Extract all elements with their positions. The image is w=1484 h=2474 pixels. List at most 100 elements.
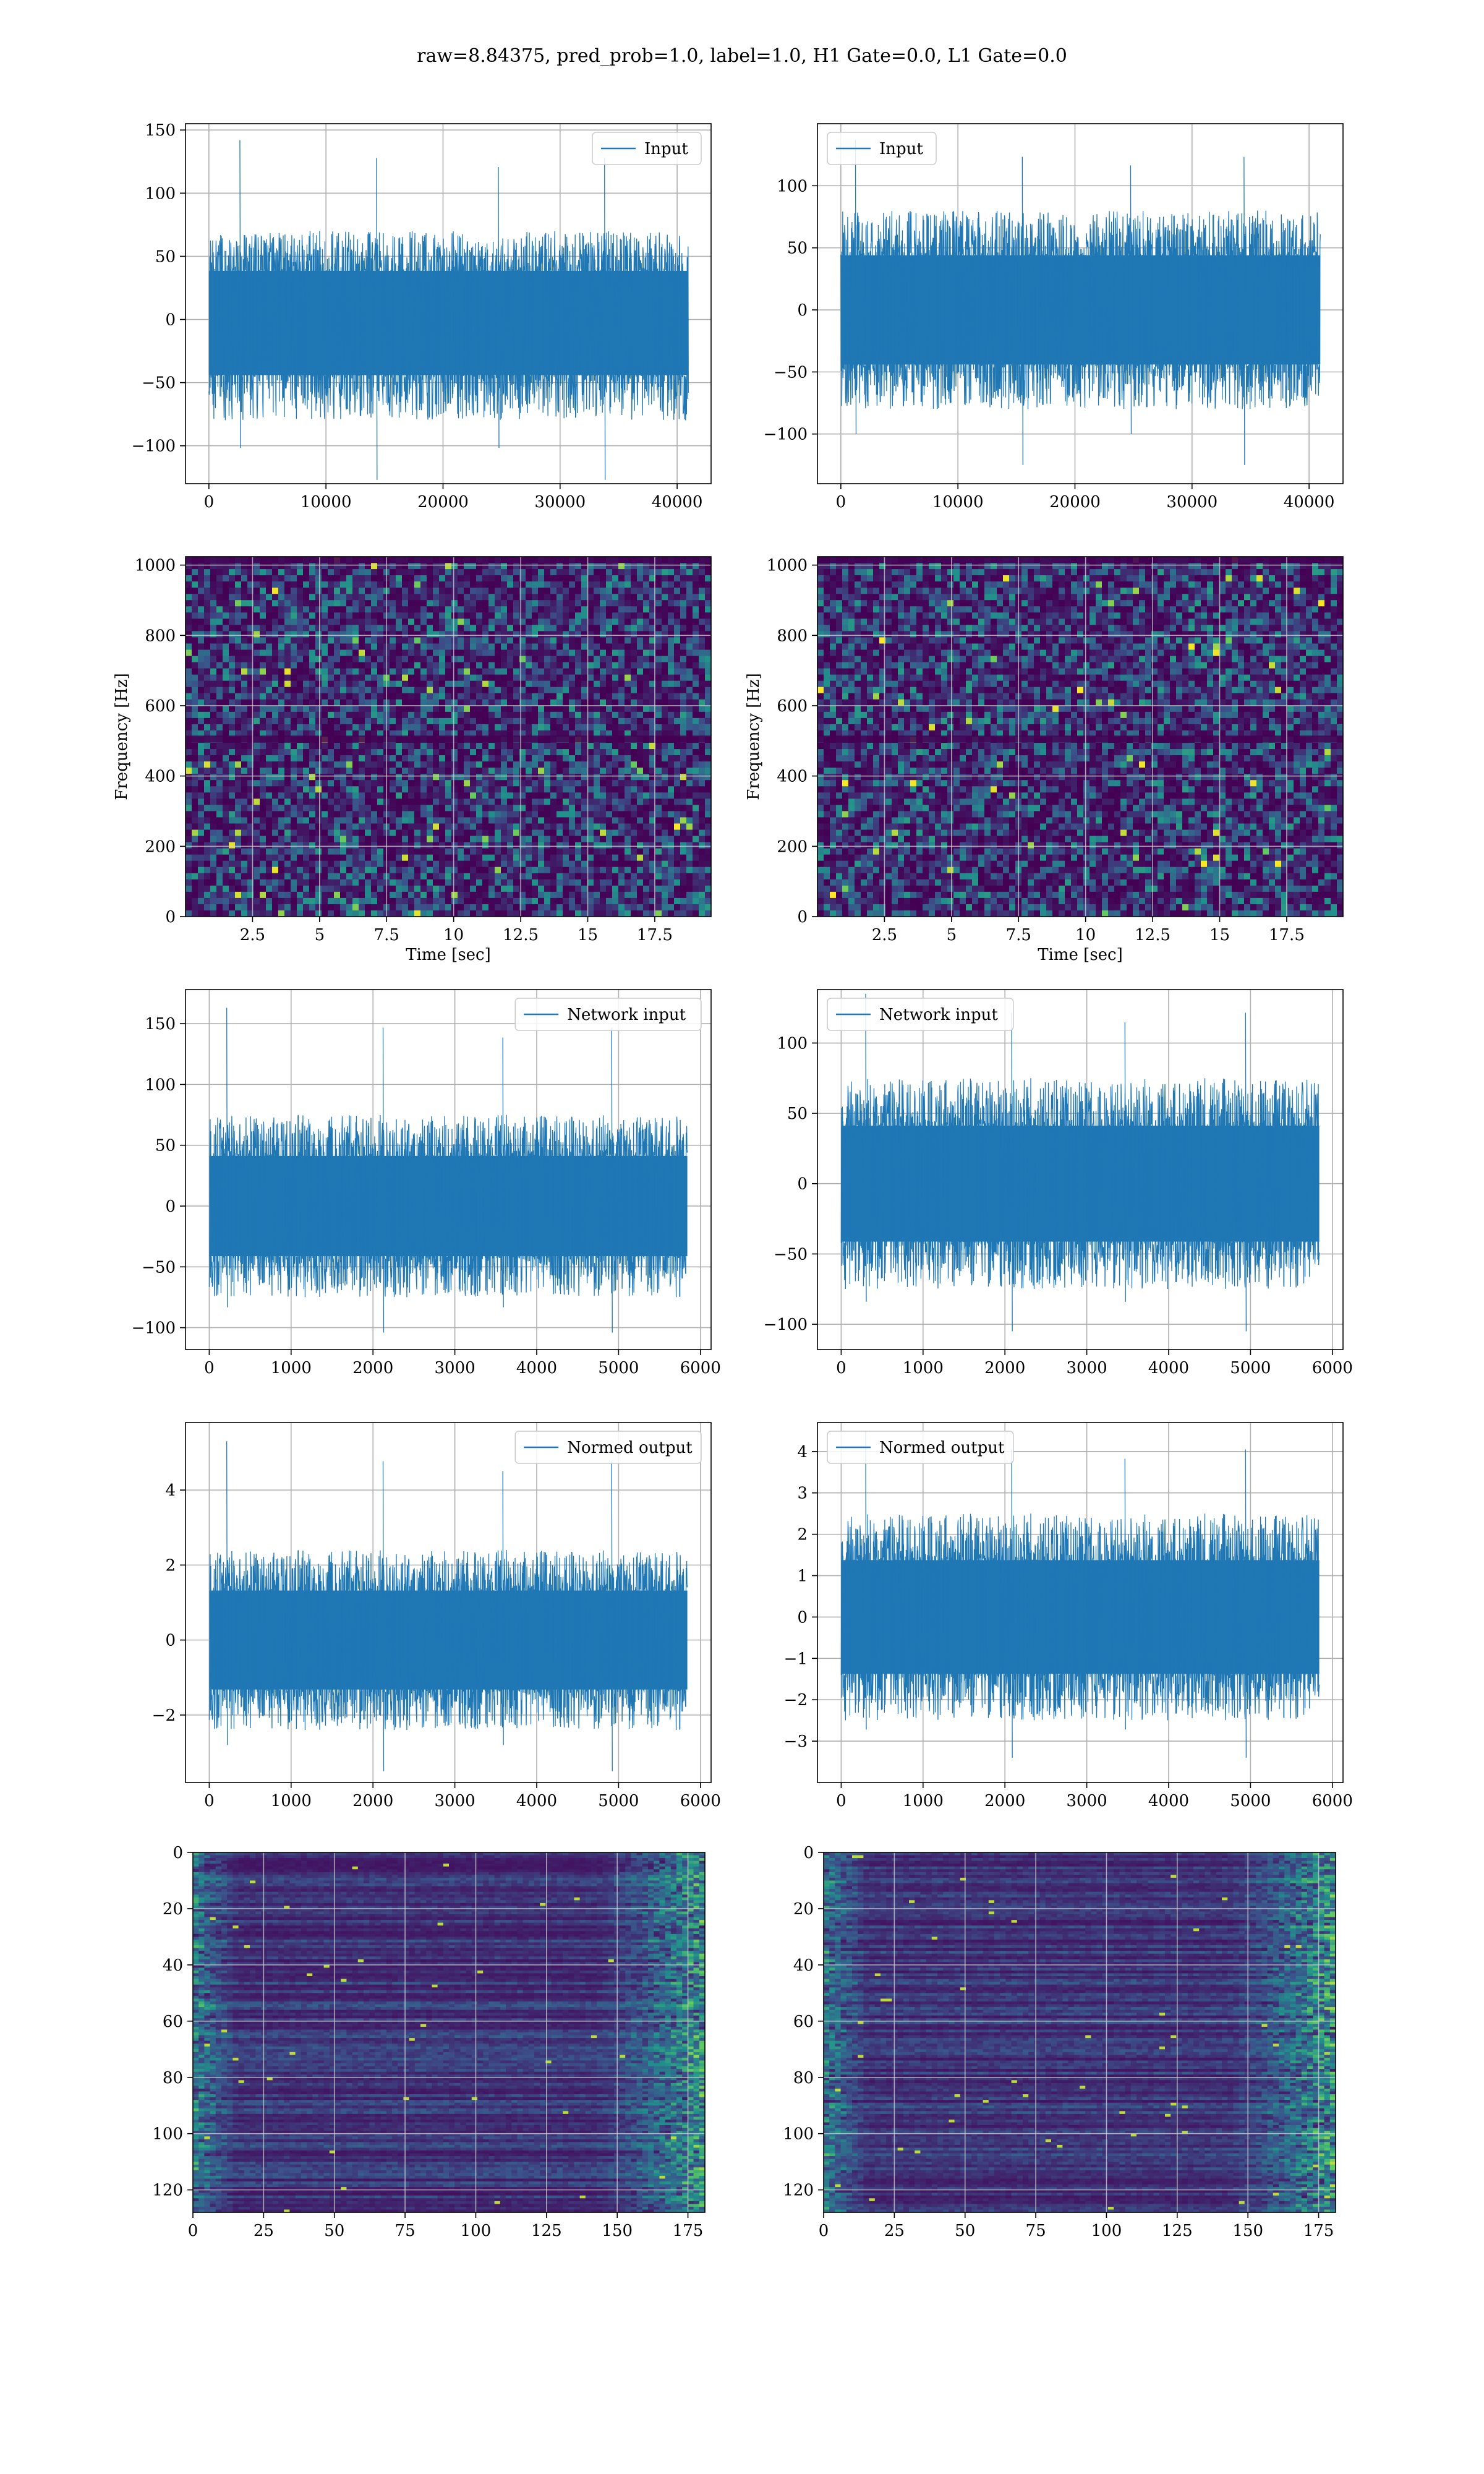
heatmap-cell (229, 730, 236, 737)
heatmap-cell (247, 823, 254, 831)
heatmap-cell (594, 668, 600, 675)
heatmap-cell (266, 860, 273, 868)
heatmap-cell (198, 823, 205, 831)
heatmap-cell (192, 755, 198, 762)
heatmap-cell (414, 897, 421, 905)
heatmap-cell (526, 879, 532, 886)
heatmap-cell (618, 656, 625, 663)
heatmap-cell (482, 699, 489, 706)
heatmap-cell (470, 699, 477, 706)
heatmap-cell (451, 885, 458, 892)
heatmap-cell (322, 705, 328, 713)
heatmap-cell (458, 594, 464, 601)
heatmap-cell (556, 693, 563, 700)
heatmap-cell (420, 823, 427, 831)
heatmap-cell (569, 879, 576, 886)
heatmap-cell (210, 848, 217, 855)
heatmap-cell (655, 817, 662, 824)
heatmap-cell (204, 811, 211, 818)
heatmap-cell (229, 711, 236, 719)
heatmap-cell (303, 749, 310, 756)
heatmap-cell (581, 897, 588, 905)
heatmap-cell (359, 743, 365, 750)
heatmap-cell (260, 873, 267, 880)
heatmap-cell (458, 588, 464, 594)
heatmap-cell (495, 910, 501, 917)
heatmap-cell (272, 848, 279, 855)
heatmap-cell (260, 897, 267, 905)
heatmap-cell (334, 780, 341, 787)
heatmap-cell (563, 581, 569, 588)
heatmap-cell (359, 873, 365, 880)
heatmap-cell (445, 730, 452, 737)
heatmap-cell (340, 780, 347, 787)
heatmap-cell (600, 817, 607, 824)
heatmap-cell (476, 786, 483, 793)
heatmap-cell (476, 656, 483, 663)
heatmap-cell (439, 774, 446, 781)
heatmap-cell (427, 848, 433, 855)
heatmap-cell (476, 711, 483, 719)
heatmap-cell (538, 730, 545, 737)
heatmap-cell (693, 873, 699, 880)
heatmap-cell (445, 904, 452, 911)
heatmap-cell (328, 749, 335, 756)
heatmap-cell (655, 711, 662, 719)
heatmap-cell (532, 643, 539, 651)
heatmap-cell (266, 649, 273, 657)
heatmap-cell (488, 730, 495, 737)
heatmap-cell (699, 891, 706, 899)
heatmap-cell (420, 687, 427, 694)
heatmap-cell (538, 823, 545, 831)
heatmap-cell (254, 705, 260, 713)
heatmap-cell (352, 594, 359, 601)
heatmap-cell (674, 711, 681, 719)
heatmap-cell (495, 829, 501, 837)
heatmap-cell (192, 569, 198, 576)
heatmap-cell (693, 606, 699, 613)
heatmap-cell (433, 792, 440, 799)
heatmap-cell (216, 774, 223, 781)
heatmap-cell (476, 699, 483, 706)
heatmap-cell (513, 711, 520, 719)
heatmap-cell (340, 699, 347, 706)
heatmap-cell (507, 724, 514, 731)
heatmap-cell (680, 842, 687, 849)
heatmap-cell (544, 829, 551, 837)
heatmap-cell (544, 687, 551, 694)
heatmap-cell (705, 885, 711, 892)
heatmap-cell (445, 649, 452, 657)
heatmap-cell (346, 860, 353, 868)
x-tick-label: 40000 (652, 493, 703, 511)
heatmap-cell (662, 798, 668, 805)
heatmap-cell (655, 717, 662, 725)
heatmap-cell (705, 612, 711, 619)
heatmap-cell (550, 761, 557, 768)
heatmap-cell (458, 786, 464, 793)
heatmap-cell (507, 749, 514, 756)
heatmap-cell (192, 774, 198, 781)
heatmap-cell (420, 860, 427, 868)
heatmap-cell (396, 563, 403, 570)
heatmap-cell (470, 873, 477, 880)
heatmap-cell (643, 649, 650, 657)
heatmap-cell (346, 768, 353, 774)
heatmap-cell (662, 724, 668, 731)
heatmap-cell (470, 687, 477, 694)
heatmap-cell (631, 805, 638, 812)
heatmap-cell (352, 792, 359, 799)
heatmap-cell (377, 749, 384, 756)
heatmap-cell (637, 581, 644, 588)
heatmap-cell (346, 854, 353, 862)
heatmap-cell (507, 581, 514, 588)
heatmap-cell (693, 743, 699, 750)
heatmap-cell (204, 774, 211, 781)
heatmap-cell (563, 867, 569, 874)
heatmap-cell (612, 860, 619, 868)
heatmap-cell (340, 705, 347, 713)
heatmap-cell (365, 612, 372, 619)
heatmap-cell (266, 724, 273, 731)
heatmap-cell (396, 910, 403, 917)
heatmap-cell (643, 854, 650, 862)
heatmap-cell (266, 680, 273, 688)
